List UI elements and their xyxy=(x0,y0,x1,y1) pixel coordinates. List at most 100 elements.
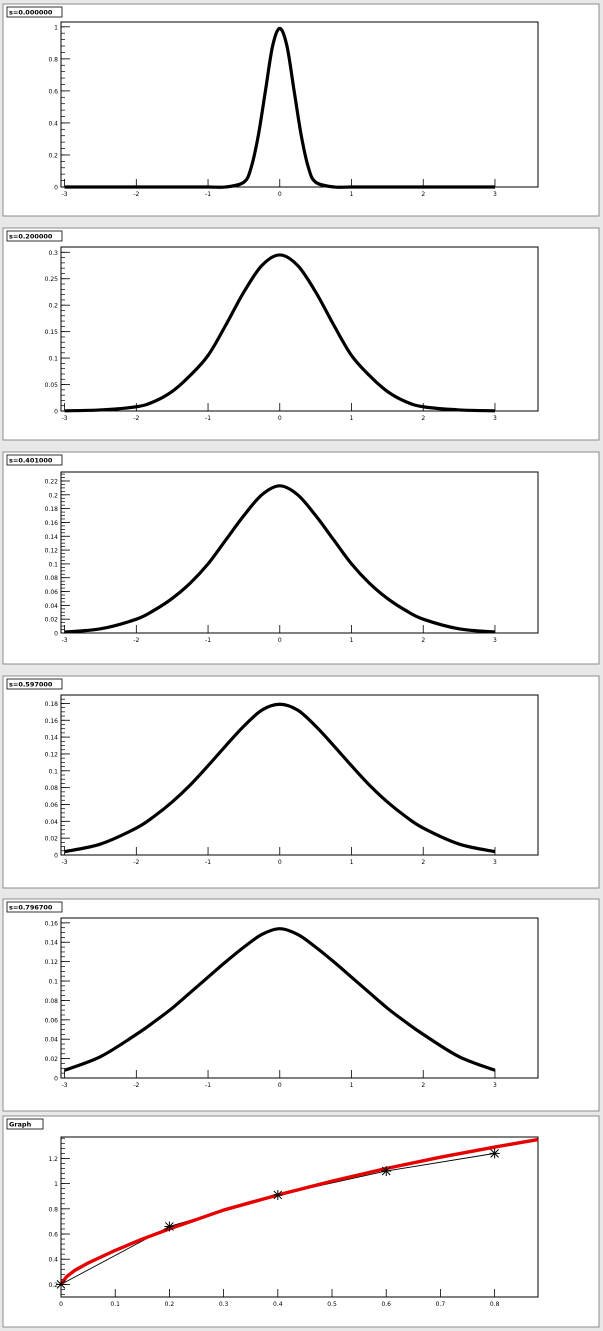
y-tick-label: 0.16 xyxy=(45,920,59,927)
y-tick-label: 0.8 xyxy=(48,1206,58,1213)
x-tick-label: 0.2 xyxy=(165,1301,175,1308)
y-tick-label: 0.06 xyxy=(45,1017,59,1024)
x-tick-label: -1 xyxy=(205,415,211,422)
y-tick-label: 0 xyxy=(54,185,58,192)
x-tick-label: 1 xyxy=(350,415,354,422)
title-box xyxy=(6,678,63,690)
y-tick-label: 0.12 xyxy=(45,751,59,758)
x-tick-label: -1 xyxy=(205,191,211,198)
y-tick-label: 0 xyxy=(54,409,58,416)
title-box xyxy=(6,1118,44,1130)
x-tick-label: -2 xyxy=(133,859,139,866)
x-tick-label: -3 xyxy=(62,415,68,422)
y-tick-label: 0 xyxy=(54,631,58,638)
plot-area xyxy=(60,471,539,634)
chart-title: s=0.401000 xyxy=(9,457,53,465)
chart-panel-5: 0.2 0.4 0.6 0.8 1 1.2 0 0.1 0.2 0.3 0.4 0.5 0.6 0.7 0.… xyxy=(2,1115,600,1328)
plot-area xyxy=(60,694,539,856)
y-tick-label: 1 xyxy=(54,24,58,31)
x-tick-label: -1 xyxy=(205,859,211,866)
x-tick-label: 3 xyxy=(493,637,497,644)
chart-title: s=0.796700 xyxy=(9,904,53,912)
fit-curve xyxy=(59,1137,539,1286)
y-tick-label: 0.05 xyxy=(45,382,59,389)
x-tick-label: 2 xyxy=(421,191,425,198)
x-tick-label: 0 xyxy=(278,1082,282,1089)
x-tick-label: 0 xyxy=(278,859,282,866)
x-tick-label: 0.8 xyxy=(490,1301,500,1308)
x-tick-label: -2 xyxy=(133,191,139,198)
chart-panel-4: 0 0.02 0.04 0.06 0.08 0.1 0.12 0.14 0.16 -3 -2 -1 0 1… xyxy=(2,898,600,1112)
x-tick-label: -1 xyxy=(205,637,211,644)
x-tick-label: -2 xyxy=(133,637,139,644)
series-line xyxy=(64,484,496,634)
y-tick-label: 0.12 xyxy=(45,959,59,966)
x-tick-label: 2 xyxy=(421,637,425,644)
plot-area xyxy=(60,1136,539,1298)
y-tick-label: 0.06 xyxy=(45,589,59,596)
plot-area xyxy=(60,917,539,1079)
y-tick-label: 0.2 xyxy=(48,492,58,499)
y-tick-label: 0.4 xyxy=(48,120,58,127)
y-tick-label: 0.18 xyxy=(45,506,59,513)
x-tick-label: 0 xyxy=(278,415,282,422)
chart-panel-1: 0 0.05 0.1 0.15 0.2 0.25 0.3 -3 -2 -1 0 1 2 3 s=0.2000… xyxy=(2,227,600,441)
x-tick-label: 0.7 xyxy=(436,1301,446,1308)
x-tick-label: 2 xyxy=(421,415,425,422)
x-tick-label: 0.5 xyxy=(327,1301,337,1308)
x-tick-label: 2 xyxy=(421,1082,425,1089)
y-tick-label: 0.1 xyxy=(48,768,58,775)
y-tick-label: 0.14 xyxy=(45,534,59,541)
x-tick-label: 3 xyxy=(493,415,497,422)
x-tick-label: -1 xyxy=(205,1082,211,1089)
y-tick-label: 0.16 xyxy=(45,520,59,527)
data-point xyxy=(56,1279,66,1290)
data-point xyxy=(272,1189,283,1200)
y-tick-label: 0.18 xyxy=(45,701,59,708)
chart-panel-3: 0 0.02 0.04 0.06 0.08 0.1 0.12 0.14 0.16 0.18 -3 -2… xyxy=(2,675,600,889)
x-tick-label: 1 xyxy=(350,859,354,866)
x-tick-label: 3 xyxy=(493,1082,497,1089)
series-line xyxy=(64,927,496,1072)
y-tick-label: 0.06 xyxy=(45,802,59,809)
y-tick-label: 0.6 xyxy=(48,1232,58,1239)
y-tick-label: 0.8 xyxy=(48,56,58,63)
y-tick-label: 0.2 xyxy=(48,303,58,310)
series-line xyxy=(64,253,495,413)
x-tick-label: 0.4 xyxy=(273,1301,283,1308)
x-tick-label: -3 xyxy=(62,1082,68,1089)
title-box xyxy=(6,6,63,18)
y-tick-label: 0.08 xyxy=(45,575,59,582)
series-line xyxy=(64,702,496,854)
y-tick-label: 0.04 xyxy=(45,819,59,826)
y-tick-label: 0.02 xyxy=(45,617,59,624)
y-tick-label: 0.16 xyxy=(45,718,59,725)
y-tick-label: 0.12 xyxy=(45,548,59,555)
x-tick-label: -3 xyxy=(62,859,68,866)
chart-title: s=0.597000 xyxy=(9,681,53,689)
y-tick-label: 0.04 xyxy=(45,603,59,610)
x-tick-label: 0 xyxy=(278,191,282,198)
chart-title: Graph xyxy=(9,1121,32,1129)
y-tick-label: 1 xyxy=(54,1181,58,1188)
plot-area xyxy=(60,21,539,188)
x-tick-label: 0.1 xyxy=(110,1301,120,1308)
y-tick-label: 0.3 xyxy=(48,250,58,257)
y-tick-label: 0.1 xyxy=(48,356,58,363)
x-tick-label: -3 xyxy=(62,191,68,198)
x-tick-label: 1 xyxy=(350,637,354,644)
chart-panel-2: 0 0.02 0.04 0.06 0.08 0.1 0.12 0.14 0.16 0.18 0.2 0… xyxy=(2,451,600,665)
x-tick-label: 1 xyxy=(350,1082,354,1089)
y-tick-label: 0.22 xyxy=(45,478,59,485)
y-tick-label: 0.14 xyxy=(45,940,59,947)
chart-title: s=0.200000 xyxy=(9,233,53,241)
y-tick-label: 0.04 xyxy=(45,1037,59,1044)
y-tick-label: 0 xyxy=(54,1076,58,1083)
data-point xyxy=(381,1166,392,1177)
x-tick-label: 2 xyxy=(421,859,425,866)
y-tick-label: 0.15 xyxy=(45,329,59,336)
title-box xyxy=(6,230,63,242)
chart-panel-0: 0 0.2 0.4 0.6 0.8 1 -3 -2 -1 0 1 2 3 s=0.000000 xyxy=(2,3,600,217)
x-tick-label: 0.3 xyxy=(219,1301,229,1308)
